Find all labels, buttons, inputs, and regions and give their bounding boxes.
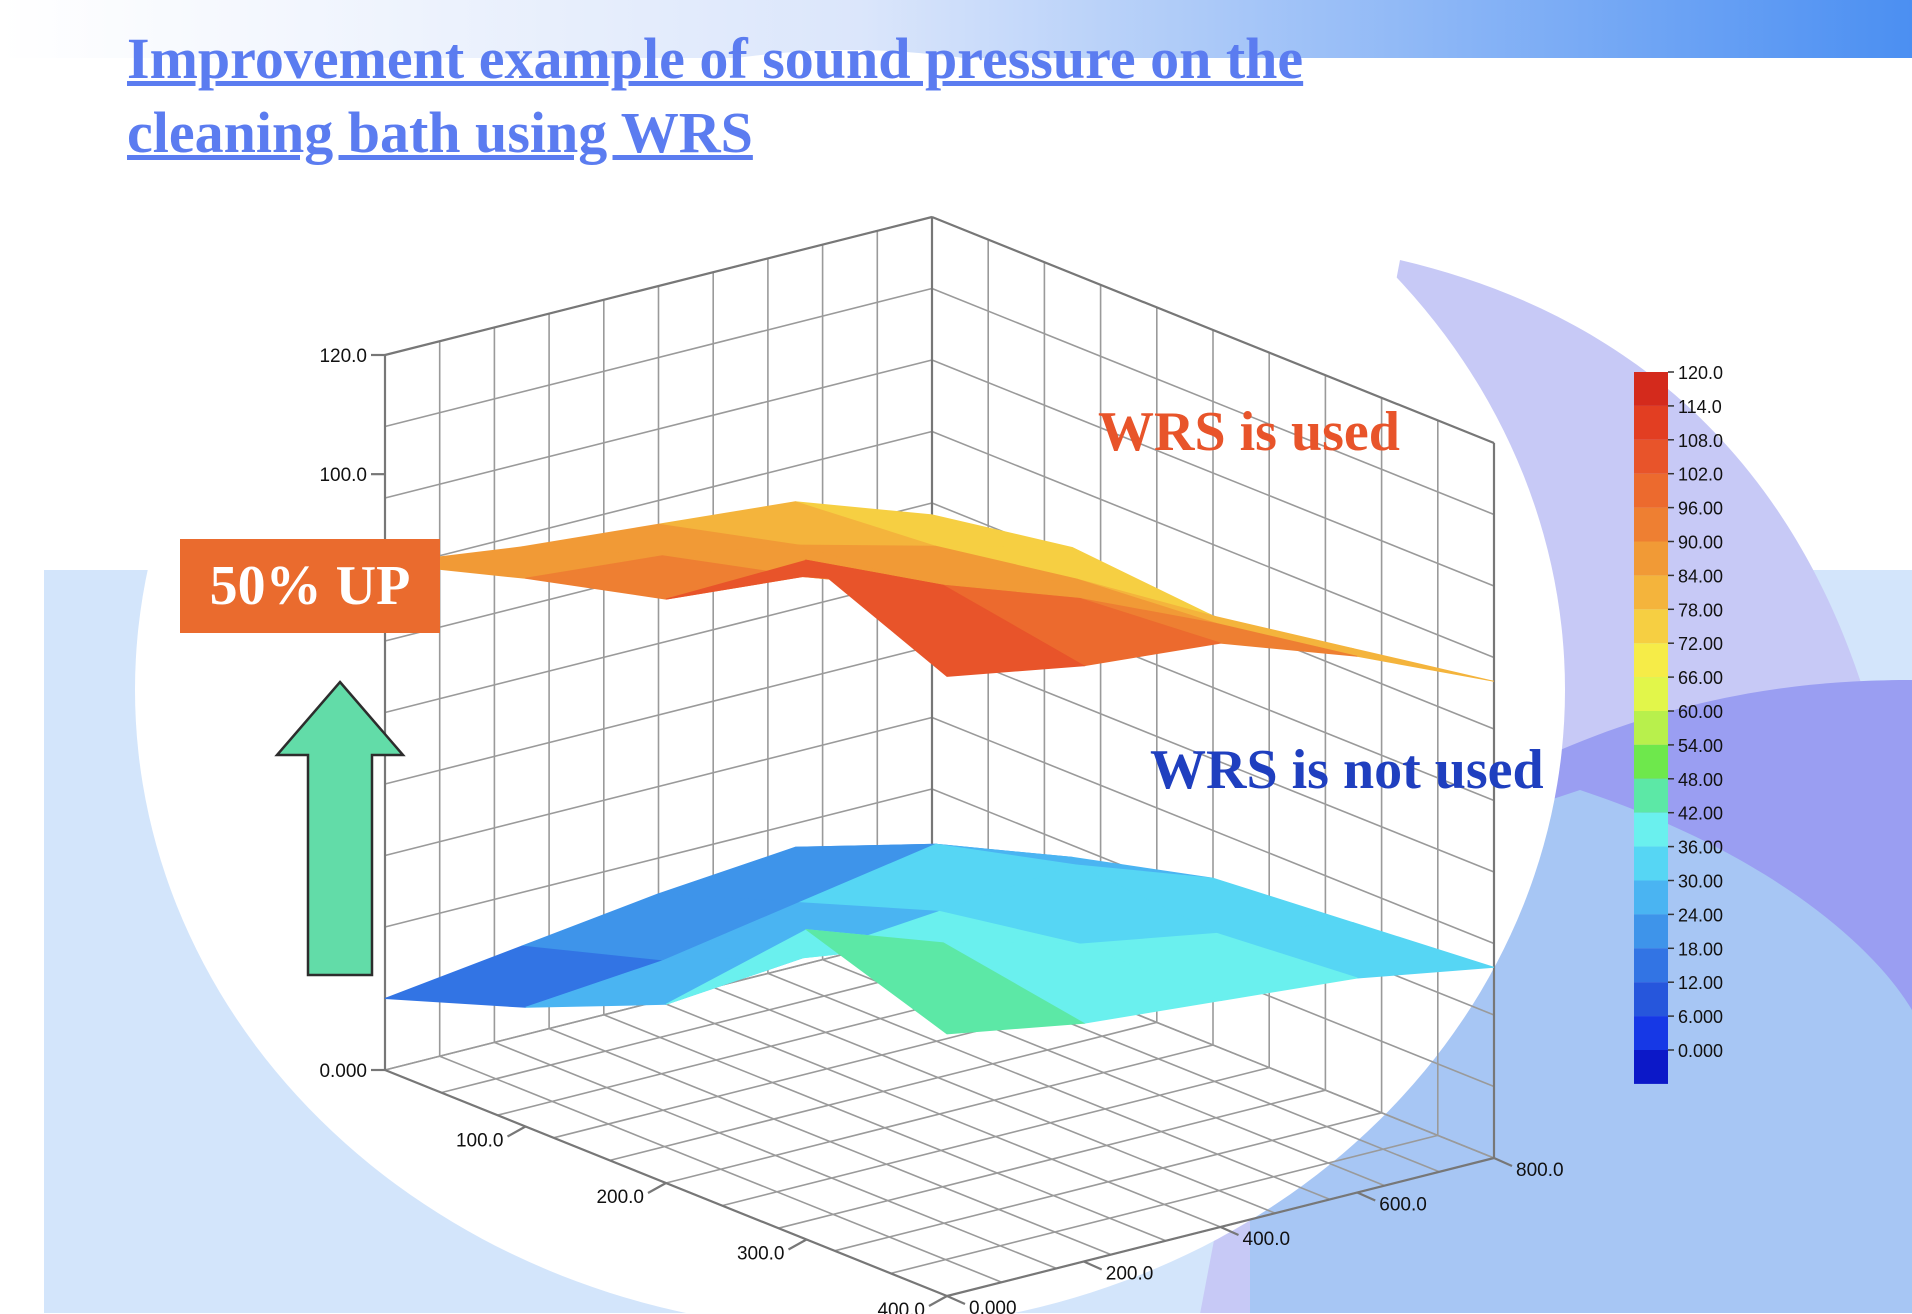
colorbar-label: 66.00 xyxy=(1678,668,1723,688)
gridline-floor xyxy=(834,1112,1382,1252)
colorbar-label: 0.000 xyxy=(1678,1041,1723,1061)
colorbar-label: 6.000 xyxy=(1678,1007,1723,1027)
z-tick-label: 0.000 xyxy=(319,1061,367,1082)
surface-cell xyxy=(804,929,1086,1035)
gridline-floor xyxy=(712,986,1276,1214)
surface-chart: 0.000 100.0 120.0 100.0 200.0 300.0 400.0 0.000… xyxy=(319,215,1564,1314)
gridline-floor xyxy=(890,1134,1438,1275)
colorbar-swatch xyxy=(1634,744,1668,779)
colorbar-label: 42.00 xyxy=(1678,804,1723,824)
colorbar-swatch xyxy=(1634,473,1668,508)
x-tick xyxy=(787,1238,808,1251)
gridline-floor xyxy=(767,972,1331,1201)
gridline-left xyxy=(384,430,933,571)
y-tick xyxy=(1083,1260,1103,1271)
white-disc xyxy=(135,50,1565,1314)
label-wrs-used: WRS is used xyxy=(1098,401,1400,463)
x-tick-label: 400.0 xyxy=(877,1300,925,1314)
x-tick-label: 200.0 xyxy=(596,1187,644,1208)
colorbar-swatch xyxy=(1634,609,1668,644)
colorbar-swatch xyxy=(1634,982,1668,1017)
colorbar-swatch xyxy=(1634,439,1668,474)
colorbar-label: 84.00 xyxy=(1678,566,1723,586)
y-tick xyxy=(1493,1156,1513,1168)
gridline-back xyxy=(931,287,1495,516)
gridline-left xyxy=(384,287,933,428)
gridline-back xyxy=(931,359,1495,587)
y-tick-label: 0.000 xyxy=(969,1298,1017,1314)
colorbar-label: 120.0 xyxy=(1678,363,1723,383)
x-tick-label: 100.0 xyxy=(456,1131,504,1152)
label-wrs-not-used: WRS is not used xyxy=(1150,739,1544,801)
colorbar-swatch xyxy=(1634,1016,1668,1050)
colorbar-swatch xyxy=(1634,880,1668,915)
colorbar-swatch xyxy=(1634,677,1668,711)
colorbar-label: 114.0 xyxy=(1678,397,1722,417)
colorbar-swatch xyxy=(1634,1050,1668,1084)
colorbar-label: 18.00 xyxy=(1678,939,1723,959)
z-tick-label: 120.0 xyxy=(319,346,367,367)
x-tick xyxy=(647,1182,667,1194)
z-tick-label: 100.0 xyxy=(319,465,367,486)
colorbar-swatch xyxy=(1634,541,1668,576)
colorbar-label: 12.00 xyxy=(1678,973,1723,993)
x-tick xyxy=(928,1295,948,1307)
colorbar-label: 48.00 xyxy=(1678,770,1723,790)
colorbar-label: 102.0 xyxy=(1678,465,1723,485)
title-line-2: cleaning bath using WRS xyxy=(127,100,753,165)
colorbar-label: 36.00 xyxy=(1678,838,1723,858)
y-tick xyxy=(1356,1191,1376,1202)
colorbar-label: 30.00 xyxy=(1678,872,1723,892)
colorbar-swatch xyxy=(1634,778,1668,813)
y-tick-label: 600.0 xyxy=(1379,1195,1427,1216)
title-line-1: Improvement example of sound pressure on… xyxy=(127,26,1304,91)
colorbar-swatch xyxy=(1634,575,1668,610)
y-tick xyxy=(946,1294,966,1306)
colorbar-swatch xyxy=(1634,846,1668,881)
slide-title: Improvement example of sound pressure on… xyxy=(127,22,1427,170)
colorbar-swatch xyxy=(1634,914,1668,949)
colorbar-legend: 120.0 114.0 108.0 102.0 96.00 90.00 84.00 78.00… xyxy=(1634,363,1723,1084)
colorbar-label: 96.00 xyxy=(1678,499,1723,519)
colorbar-label: 90.00 xyxy=(1678,533,1723,553)
top-band xyxy=(0,0,1912,58)
surface-wrs-not-used xyxy=(384,843,1495,1035)
gridline-floor xyxy=(658,1000,1221,1228)
colorbar-label: 108.0 xyxy=(1678,431,1723,451)
colorbar-swatch xyxy=(1634,372,1668,406)
colorbar-swatch xyxy=(1634,948,1668,983)
colorbar-swatch xyxy=(1634,711,1668,745)
colorbar-label: 54.00 xyxy=(1678,736,1723,756)
y-tick-label: 800.0 xyxy=(1516,1160,1564,1181)
colorbar-label: 60.00 xyxy=(1678,702,1723,722)
gridline-left xyxy=(384,359,933,499)
colorbar-label: 78.00 xyxy=(1678,600,1723,620)
up-arrow-shape xyxy=(274,680,406,977)
x-tick xyxy=(506,1125,527,1138)
colorbar-swatch xyxy=(1634,405,1668,440)
colorbar-swatch xyxy=(1634,507,1668,542)
y-tick-label: 400.0 xyxy=(1243,1229,1291,1250)
colorbar-swatch xyxy=(1634,643,1668,678)
up-arrow-icon xyxy=(274,680,406,977)
surface-wrs-used xyxy=(384,501,1495,682)
gridline-back xyxy=(931,430,1495,659)
gridline-floor xyxy=(722,1066,1270,1207)
colorbar-label: 24.00 xyxy=(1678,905,1723,925)
colorbar-label: 72.00 xyxy=(1678,634,1723,654)
box-edge xyxy=(384,215,933,357)
surface-cell xyxy=(804,559,1086,677)
gridline-floor xyxy=(778,1089,1326,1229)
y-tick xyxy=(1220,1225,1239,1237)
box-edge xyxy=(931,215,1495,445)
x-tick-label: 300.0 xyxy=(737,1244,785,1265)
improvement-badge: 50% UP xyxy=(180,539,440,633)
y-tick-label: 200.0 xyxy=(1106,1264,1154,1285)
colorbar-swatch xyxy=(1634,812,1668,847)
